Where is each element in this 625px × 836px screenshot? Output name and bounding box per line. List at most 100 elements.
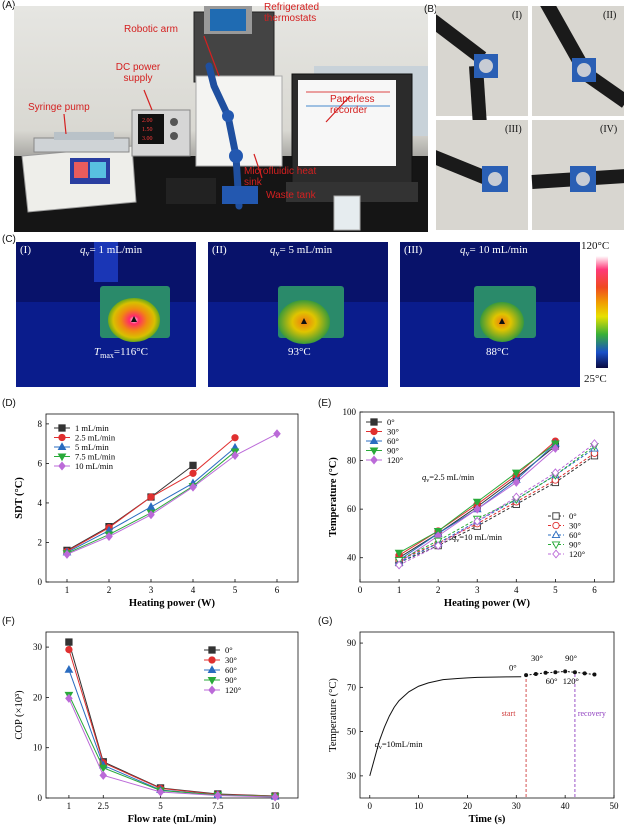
y-tick-label: 10 xyxy=(33,743,43,753)
legend-label: 120° xyxy=(387,455,403,465)
panel-b-photo-4 xyxy=(531,120,624,230)
data-point xyxy=(590,439,599,449)
x-tick-label: 3 xyxy=(475,585,480,595)
series-line xyxy=(66,464,194,551)
legend-marker xyxy=(370,427,378,436)
x-tick-label: 50 xyxy=(610,801,620,811)
recovery-annotation: recovery xyxy=(578,709,606,718)
y-tick-label: 8 xyxy=(38,419,43,429)
data-point xyxy=(582,671,587,676)
data-point xyxy=(473,516,482,526)
series-line xyxy=(398,452,595,561)
legend-label: 90° xyxy=(225,675,237,685)
data-point xyxy=(592,672,597,677)
legend-marker xyxy=(369,436,379,445)
data-point xyxy=(512,492,521,502)
chart-e: 0 1 2 3 4 5 6 40 60 80 100 Heating power (W) Tempera… xyxy=(328,407,615,609)
panel-f-letter: (F) xyxy=(2,616,15,627)
series-line xyxy=(68,649,276,797)
y-axis-label: Temperature (°C) xyxy=(328,457,339,537)
series-line xyxy=(68,694,276,797)
legend-marker xyxy=(370,455,378,465)
legend-marker xyxy=(552,512,560,520)
panel-e-letter: (E) xyxy=(318,398,332,409)
thermal-3-temp: 88°C xyxy=(486,346,509,358)
thermal-2-flow: qv= 5 mL/min xyxy=(270,244,332,258)
legend-label: 30° xyxy=(569,521,581,531)
y-tick-label: 30 xyxy=(33,642,43,652)
y-tick-label: 80 xyxy=(347,456,357,466)
legend-label: 30° xyxy=(387,427,399,437)
thermal-1-t: T xyxy=(94,346,101,358)
panel-b-letter: (B) xyxy=(424,4,438,15)
data-point xyxy=(551,443,560,453)
legend-marker xyxy=(551,530,561,539)
legend-marker xyxy=(552,521,560,530)
chart-g: 0 10 20 30 40 50 30 50 70 90 Time (s) Temperature (… xyxy=(328,631,620,825)
data-point xyxy=(189,461,197,470)
thermal-2-q: q xyxy=(270,244,276,256)
panel-a-photo: 2.00 1.50 3.00 xyxy=(14,6,428,232)
chart-f: 1 2.5 5 7.5 10 0 10 20 30 Flow rate (mL/min) COP (… xyxy=(14,631,299,825)
panel-b-photo-3 xyxy=(436,120,528,230)
data-point xyxy=(214,790,222,800)
data-point xyxy=(63,549,71,559)
legend-label: 1 mL/min xyxy=(75,423,110,433)
y-tick-label: 60 xyxy=(347,504,357,514)
legend-label: 7.5 mL/min xyxy=(75,452,116,462)
data-point xyxy=(231,451,239,461)
legend-marker xyxy=(58,461,66,471)
series-line xyxy=(66,433,278,555)
thermal-1-tmax: Tmax=116°C xyxy=(94,346,148,360)
x-tick-label: 5 xyxy=(233,585,238,595)
x-tick-label: 4 xyxy=(191,585,196,595)
y-tick-label: 90 xyxy=(347,638,357,648)
legend-label: 60° xyxy=(569,530,581,540)
x-tick-label: 0 xyxy=(368,801,373,811)
y-tick-label: 50 xyxy=(347,727,357,737)
legend-marker xyxy=(58,424,66,432)
x-tick-label: 30 xyxy=(512,801,522,811)
thermal-1-t-val: =116°C xyxy=(113,346,148,358)
y-tick-label: 30 xyxy=(347,771,357,781)
thermal-3-roman: (III) xyxy=(404,244,423,256)
colorbar-min: 25°C xyxy=(584,373,607,385)
x-tick-label: 40 xyxy=(561,801,571,811)
legend-marker xyxy=(57,442,67,451)
legend-label: 0° xyxy=(387,417,395,427)
x-tick-label: 5 xyxy=(553,585,558,595)
panel-b-grid xyxy=(436,6,624,230)
legend-label: 90° xyxy=(387,446,399,456)
thermostat-illustration xyxy=(193,6,283,167)
x-tick-label: 10 xyxy=(414,801,424,811)
data-point xyxy=(553,670,558,675)
series-line xyxy=(369,676,522,776)
data-point xyxy=(512,477,521,487)
legend-label: 120° xyxy=(569,549,585,559)
legend-marker xyxy=(369,447,379,456)
robotic-arm-illustration xyxy=(205,62,258,210)
y-tick-label: 4 xyxy=(38,498,43,508)
data-point xyxy=(434,541,442,551)
start-annotation: start xyxy=(502,709,517,718)
x-tick-label: 1 xyxy=(397,585,402,595)
data-point xyxy=(473,504,482,514)
flow-annotation: qv=10 mL/min xyxy=(452,532,503,544)
legend-label: 0° xyxy=(569,511,577,521)
legend-label: 10 mL/min xyxy=(75,461,114,471)
x-axis-label: Heating power (W) xyxy=(444,598,531,609)
panel-b-label-1: (I) xyxy=(512,10,522,21)
plot-frame xyxy=(359,631,615,799)
thermal-1-roman: (I) xyxy=(20,244,31,256)
x-tick-label: 3 xyxy=(149,585,154,595)
x-tick-label: 0 xyxy=(358,585,363,595)
thermal-2-q-val: = 5 mL/min xyxy=(279,244,333,256)
y-tick-label: 40 xyxy=(347,553,357,563)
series-line xyxy=(68,669,276,797)
legend-marker xyxy=(208,646,216,654)
data-point xyxy=(65,638,73,646)
x-tick-label: 2 xyxy=(436,585,441,595)
legend-label: 60° xyxy=(387,436,399,446)
x-tick-label: 2 xyxy=(107,585,112,595)
thermal-2-temp: 93°C xyxy=(288,346,311,358)
